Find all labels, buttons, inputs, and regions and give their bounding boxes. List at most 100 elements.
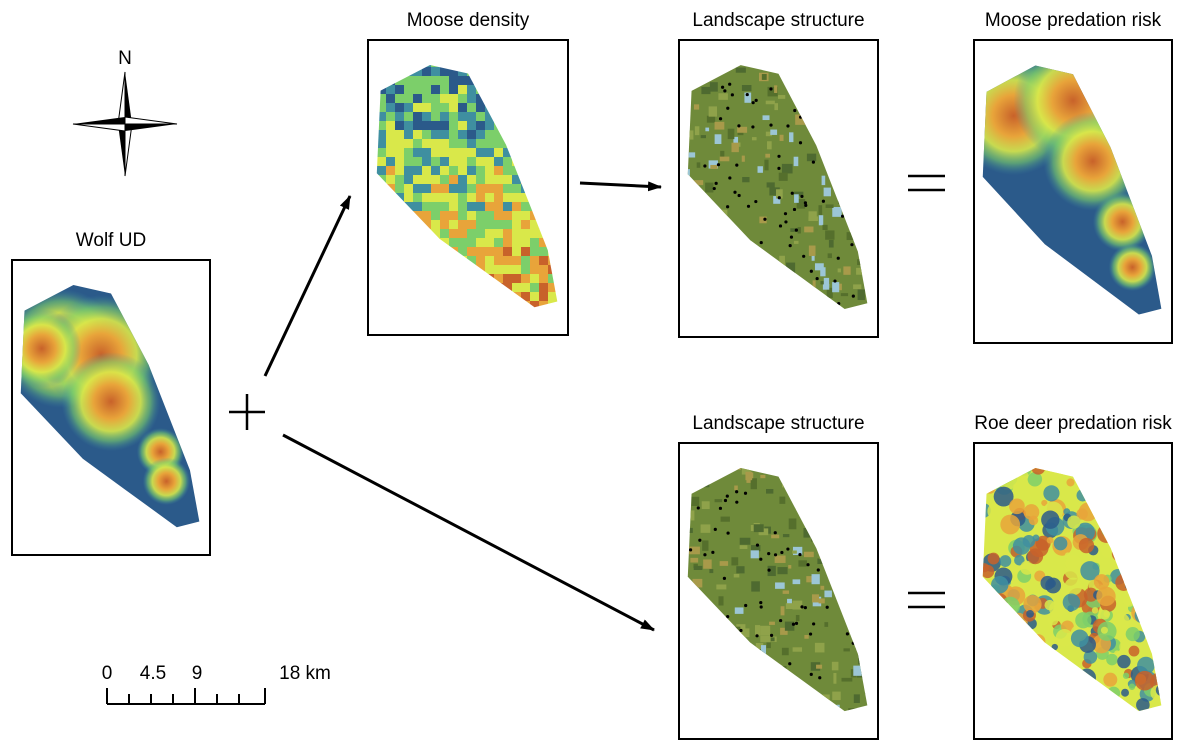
- land-dot: [687, 285, 690, 288]
- density-cell: [512, 130, 521, 139]
- land-dot: [701, 285, 704, 288]
- density-cell: [395, 301, 404, 310]
- density-cell: [440, 148, 449, 157]
- land-patch: [867, 504, 878, 512]
- density-cell: [386, 67, 395, 76]
- risk-blob: [1149, 624, 1164, 639]
- density-cell: [431, 256, 440, 265]
- land-patch: [841, 678, 852, 682]
- density-cell: [458, 193, 467, 202]
- risk-blob: [1121, 544, 1133, 556]
- density-cell: [548, 265, 557, 274]
- density-cell: [503, 184, 512, 193]
- density-cell: [494, 310, 503, 319]
- land-patch: [704, 313, 712, 322]
- density-cell: [368, 130, 377, 139]
- land-dot: [750, 310, 753, 313]
- risk-blob: [1033, 535, 1040, 542]
- density-cell: [539, 283, 548, 292]
- density-cell: [485, 184, 494, 193]
- land-patch: [697, 702, 706, 712]
- density-cell: [485, 274, 494, 283]
- land-patch: [817, 725, 824, 733]
- land-dot: [852, 482, 855, 485]
- density-cell: [368, 49, 377, 58]
- land-patch: [690, 558, 698, 563]
- land-patch: [838, 200, 848, 204]
- risk-blob: [1065, 555, 1082, 572]
- land-patch: [857, 713, 862, 722]
- risk-blob: [987, 640, 1006, 659]
- density-cell: [503, 166, 512, 175]
- risk-blob: [991, 474, 998, 481]
- density-cell: [431, 238, 440, 247]
- density-cell: [476, 67, 485, 76]
- density-cell: [530, 103, 539, 112]
- risk-blob: [1140, 720, 1154, 734]
- density-cell: [440, 283, 449, 292]
- density-cell: [521, 310, 530, 319]
- density-cell: [377, 121, 386, 130]
- density-cell: [404, 184, 413, 193]
- density-cell: [494, 67, 503, 76]
- density-cell: [386, 139, 395, 148]
- density-blob: [1109, 243, 1157, 291]
- density-cell: [557, 292, 566, 301]
- land-dot: [741, 710, 744, 713]
- density-cell: [530, 40, 539, 49]
- land-dot: [730, 469, 733, 472]
- density-cell: [467, 283, 476, 292]
- land-dot: [858, 121, 861, 124]
- land-patch: [728, 643, 733, 653]
- density-cell: [530, 319, 539, 328]
- land-patch: [683, 682, 691, 685]
- land-patch: [689, 182, 695, 191]
- density-cell: [377, 256, 386, 265]
- density-cell: [476, 94, 485, 103]
- density-cell: [530, 283, 539, 292]
- density-cell: [503, 310, 512, 319]
- density-cell: [467, 220, 476, 229]
- risk-blob: [966, 577, 986, 597]
- land-dot: [796, 684, 799, 687]
- risk-blob: [1137, 721, 1157, 740]
- land-dot: [758, 670, 761, 673]
- land-patch: [797, 92, 805, 98]
- land-patch: [775, 582, 785, 588]
- density-cell: [431, 265, 440, 274]
- land-patch: [692, 462, 702, 471]
- density-cell: [386, 301, 395, 310]
- density-cell: [539, 40, 548, 49]
- density-cell: [368, 139, 377, 148]
- risk-blob: [1115, 501, 1123, 509]
- land-patch: [768, 450, 778, 458]
- risk-blob: [1150, 436, 1166, 452]
- risk-blob: [1123, 673, 1129, 679]
- land-dot: [793, 456, 796, 459]
- land-patch: [682, 325, 692, 334]
- risk-blob: [1127, 519, 1140, 532]
- land-patch: [867, 291, 877, 301]
- land-dot: [864, 595, 867, 598]
- risk-blob: [1151, 497, 1160, 506]
- density-cell: [494, 247, 503, 256]
- density-cell: [431, 292, 440, 301]
- land-patch: [751, 550, 759, 558]
- land-patch: [771, 446, 779, 449]
- density-cell: [377, 157, 386, 166]
- land-patch: [867, 201, 878, 211]
- risk-blob: [1163, 688, 1177, 702]
- density-cell: [386, 211, 395, 220]
- density-cell: [377, 40, 386, 49]
- density-cell: [431, 130, 440, 139]
- density-cell: [368, 148, 377, 157]
- density-cell: [548, 76, 557, 85]
- density-cell: [377, 85, 386, 94]
- density-cell: [404, 157, 413, 166]
- land-patch: [739, 283, 749, 286]
- risk-blob: [1092, 497, 1100, 505]
- density-cell: [530, 238, 539, 247]
- density-cell: [422, 49, 431, 58]
- density-cell: [368, 247, 377, 256]
- land-dot: [702, 639, 705, 642]
